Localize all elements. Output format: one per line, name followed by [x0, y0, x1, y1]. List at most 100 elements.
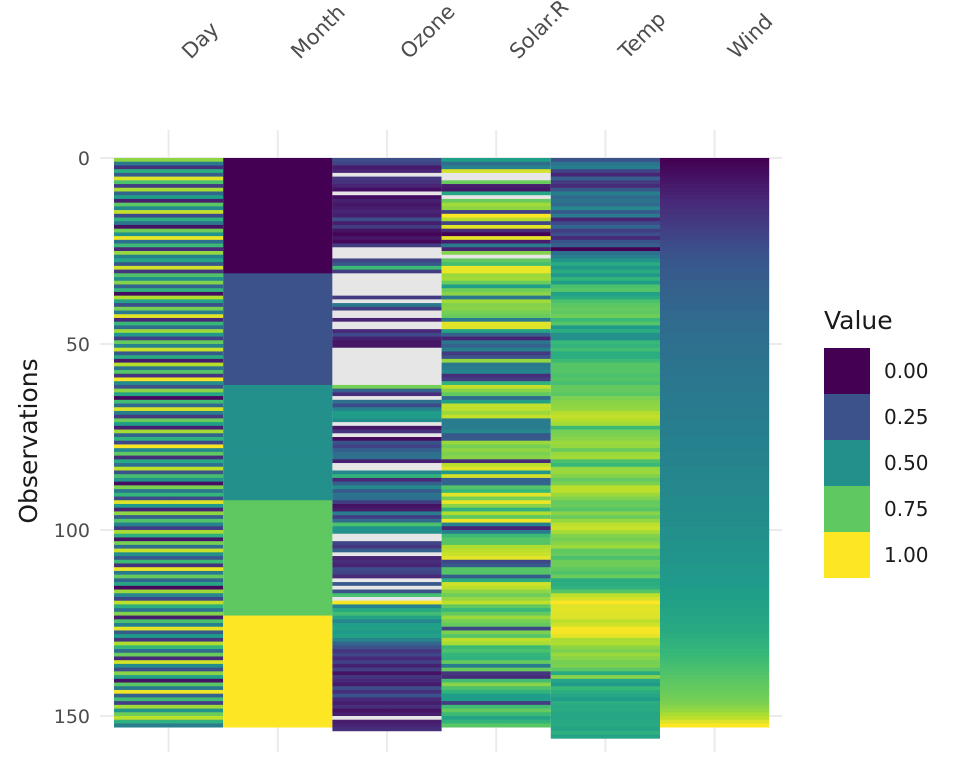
- heatmap-cell: [550, 407, 660, 412]
- heatmap-cell: [550, 306, 660, 311]
- heatmap-cell: [223, 288, 333, 293]
- heatmap-cell: [114, 552, 224, 557]
- heatmap-cell: [223, 507, 333, 512]
- heatmap-cell: [550, 366, 660, 371]
- heatmap-cell: [550, 299, 660, 304]
- heatmap-cell: [332, 277, 442, 282]
- heatmap-cell: [441, 228, 551, 233]
- heatmap-cell: [441, 451, 551, 456]
- heatmap-cell: [332, 511, 442, 516]
- heatmap-cell: [550, 660, 660, 665]
- heatmap-cell: [114, 228, 224, 233]
- heatmap-cell: [660, 708, 770, 713]
- heatmap-cell: [441, 716, 551, 721]
- heatmap-cell: [223, 459, 333, 464]
- heatmap-cell: [332, 373, 442, 378]
- heatmap-cell: [114, 210, 224, 215]
- heatmap-cell: [550, 522, 660, 527]
- heatmap-cell: [223, 262, 333, 267]
- heatmap-cell: [441, 649, 551, 654]
- heatmap-cell: [660, 306, 770, 311]
- heatmap-cell: [114, 544, 224, 549]
- heatmap-cell: [114, 362, 224, 367]
- heatmap-cell: [550, 314, 660, 319]
- heatmap-cell: [223, 697, 333, 702]
- heatmap-cell: [114, 474, 224, 479]
- heatmap-cell: [441, 243, 551, 248]
- heatmap-cell: [660, 492, 770, 497]
- heatmap-cell: [223, 663, 333, 668]
- heatmap-cell: [550, 686, 660, 691]
- y-axis-title: Observations: [14, 358, 43, 523]
- heatmap-cell: [550, 288, 660, 293]
- heatmap-cell: [660, 288, 770, 293]
- heatmap-cell: [550, 440, 660, 445]
- heatmap-cell: [223, 384, 333, 389]
- heatmap-cell: [223, 582, 333, 587]
- heatmap-cell: [441, 466, 551, 471]
- y-tick-label: 100: [54, 520, 90, 542]
- heatmap-cell: [660, 719, 770, 724]
- heatmap-cell: [660, 660, 770, 665]
- heatmap-cell: [441, 291, 551, 296]
- heatmap-cell: [114, 522, 224, 527]
- heatmap-cell: [660, 604, 770, 609]
- heatmap-cell: [660, 273, 770, 278]
- heatmap-cell: [550, 470, 660, 475]
- heatmap-cell: [223, 667, 333, 672]
- heatmap-cell: [550, 652, 660, 657]
- heatmap-cell: [332, 187, 442, 192]
- heatmap-cell: [114, 277, 224, 282]
- heatmap-cell: [441, 172, 551, 177]
- heatmap-cell: [660, 176, 770, 181]
- heatmap-cell: [441, 269, 551, 274]
- heatmap-cell: [114, 719, 224, 724]
- heatmap-cell: [660, 485, 770, 490]
- heatmap-cell: [660, 310, 770, 315]
- heatmap-cell: [660, 410, 770, 416]
- heatmap-cell: [550, 224, 660, 230]
- heatmap-cell: [332, 578, 442, 583]
- heatmap-cell: [332, 195, 442, 200]
- heatmap-cell: [441, 544, 551, 549]
- heatmap-cell: [223, 544, 333, 549]
- heatmap-cell: [441, 254, 551, 259]
- heatmap-cell: [332, 433, 442, 438]
- heatmap-cell: [550, 321, 660, 326]
- heatmap-cell: [332, 329, 442, 334]
- heatmap-cell: [223, 626, 333, 631]
- heatmap-cell: [441, 437, 551, 442]
- heatmap-cell: [550, 280, 660, 285]
- heatmap-cell: [332, 556, 442, 561]
- heatmap-cell: [223, 180, 333, 185]
- heatmap-cell: [441, 637, 551, 642]
- heatmap-cell: [223, 716, 333, 721]
- heatmap-cell: [441, 623, 551, 628]
- heatmap-cell: [223, 295, 333, 300]
- heatmap-cell: [114, 503, 224, 509]
- heatmap-cell: [441, 310, 551, 315]
- y-tick-label: 50: [66, 334, 90, 356]
- heatmap-cell: [550, 206, 660, 211]
- heatmap-cell: [660, 693, 770, 698]
- heatmap-cell: [223, 656, 333, 661]
- heatmap-cell: [441, 678, 551, 683]
- heatmap-cell: [223, 325, 333, 330]
- heatmap-cell: [660, 317, 770, 323]
- heatmap-cell: [332, 258, 442, 263]
- heatmap-cell: [660, 589, 770, 594]
- heatmap-cell: [441, 634, 551, 639]
- heatmap-cell: [223, 373, 333, 378]
- heatmap-cell: [114, 273, 224, 278]
- heatmap-cell: [660, 548, 770, 553]
- heatmap-cell: [223, 269, 333, 274]
- heatmap-cell: [332, 697, 442, 702]
- heatmap-cell: [223, 578, 333, 583]
- heatmap-cell: [223, 169, 333, 174]
- heatmap-cell: [550, 451, 660, 456]
- heatmap-cell: [332, 291, 442, 296]
- heatmap-cell: [660, 489, 770, 494]
- heatmap-cell: [660, 358, 770, 363]
- heatmap-cell: [332, 243, 442, 248]
- heatmap-cell: [660, 578, 770, 583]
